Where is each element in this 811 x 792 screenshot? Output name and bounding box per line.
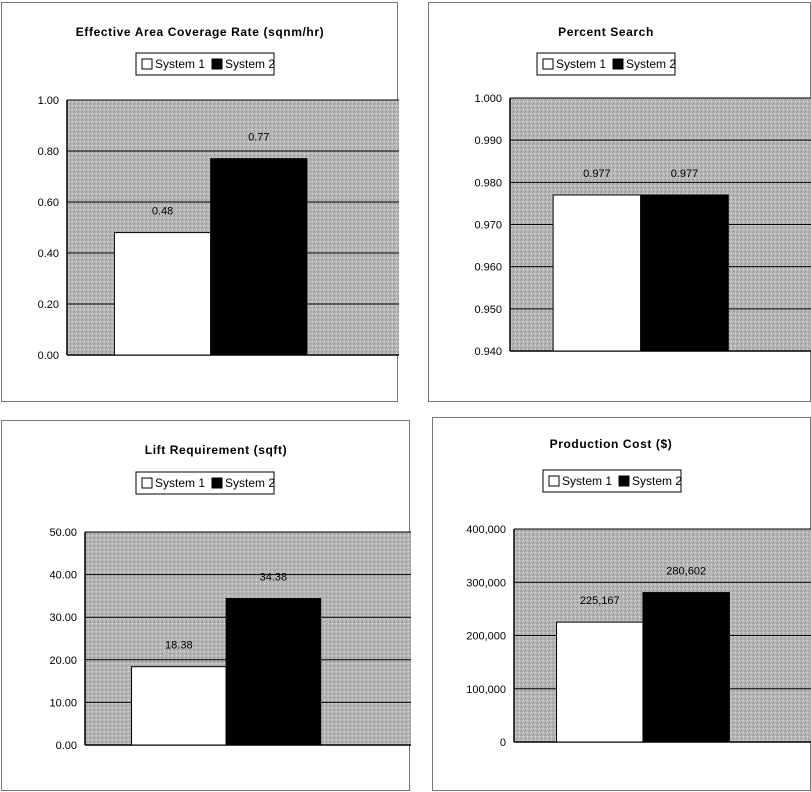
bar-system-1 — [113, 232, 212, 356]
data-label-system-2: 34.38 — [260, 572, 288, 584]
y-tick-label: 200,000 — [466, 631, 506, 643]
legend: System 1 System 2 — [135, 471, 275, 495]
legend-swatch-2 — [618, 475, 630, 487]
y-tick-label: 50.00 — [49, 527, 77, 539]
y-tick-label: 40.00 — [49, 570, 77, 582]
y-tick-label: 10.00 — [49, 697, 77, 709]
legend-swatch-2 — [612, 58, 624, 70]
bar-system-1 — [131, 666, 227, 746]
chart-title: Production Cost ($) — [550, 437, 673, 451]
y-tick-label: 0.20 — [38, 299, 59, 311]
legend-label-1: System 1 — [155, 476, 205, 490]
legend-swatch-1 — [542, 58, 554, 70]
chart-panel-production-cost: Production Cost ($) System 1 System 2 0 100… — [432, 417, 811, 791]
y-tick-label: 100,000 — [466, 684, 506, 696]
legend: System 1 System 2 — [542, 469, 682, 493]
legend-swatch-1 — [548, 475, 560, 487]
chart-lift-requirement: Lift Requirement (sqft) System 1 System 2… — [49, 443, 411, 752]
legend-label-2: System 2 — [225, 476, 275, 490]
y-tick-label: 400,000 — [466, 524, 506, 536]
legend-label-2: System 2 — [626, 57, 676, 71]
chart-percent-search: Percent Search System 1 System 2 0.940 0.95… — [474, 25, 811, 358]
legend-label-1: System 1 — [556, 57, 606, 71]
y-tick-label: 0.80 — [38, 146, 59, 158]
chart-title: Percent Search — [558, 25, 654, 39]
bar-system-2 — [225, 598, 322, 746]
chart-title: Lift Requirement (sqft) — [145, 443, 287, 457]
y-tick-label: 0.40 — [38, 248, 59, 260]
chart-title: Effective Area Coverage Rate (sqnm/hr) — [76, 25, 324, 39]
y-tick-label: 0.990 — [474, 135, 502, 147]
bar-system-1 — [556, 621, 644, 743]
bar-system-2 — [640, 194, 729, 352]
legend-swatch-1 — [141, 58, 153, 70]
data-label-system-1: 0.977 — [583, 168, 611, 180]
data-label-system-1: 0.48 — [152, 206, 173, 218]
chart-coverage-rate: Effective Area Coverage Rate (sqnm/hr) S… — [38, 25, 399, 362]
y-tick-label: 0.980 — [474, 177, 502, 189]
legend: System 1 System 2 — [536, 52, 676, 76]
legend-box — [536, 52, 676, 76]
legend-label-2: System 2 — [632, 474, 682, 488]
y-tick-label: 0.940 — [474, 346, 502, 358]
chart-panel-percent-search: Percent Search System 1 System 2 0.940 0.95… — [428, 2, 811, 402]
bar-system-2 — [642, 592, 730, 743]
data-label-system-1: 18.38 — [165, 640, 193, 652]
legend-box — [135, 52, 275, 76]
y-tick-label: 0.970 — [474, 220, 502, 232]
y-tick-label: 1.000 — [474, 93, 502, 105]
legend-box — [542, 469, 682, 493]
y-tick-label: 0.950 — [474, 304, 502, 316]
y-tick-label: 0.60 — [38, 197, 59, 209]
y-tick-label: 300,000 — [466, 577, 506, 589]
data-label-system-1: 225,167 — [580, 595, 620, 607]
legend-box — [135, 471, 275, 495]
y-tick-label: 0.00 — [56, 740, 77, 752]
y-tick-label: 20.00 — [49, 655, 77, 667]
y-tick-label: 0.00 — [38, 350, 59, 362]
legend-label-1: System 1 — [562, 474, 612, 488]
chart-panel-coverage-rate: Effective Area Coverage Rate (sqnm/hr) S… — [1, 2, 399, 402]
y-tick-label: 1.00 — [38, 95, 59, 107]
data-label-system-2: 280,602 — [666, 566, 706, 578]
data-label-system-2: 0.977 — [671, 168, 699, 180]
bar-system-1 — [552, 194, 642, 352]
legend-label-2: System 2 — [225, 57, 275, 71]
bar-system-2 — [210, 158, 308, 356]
chart-panel-lift-requirement: Lift Requirement (sqft) System 1 System 2… — [1, 420, 411, 791]
legend-label-1: System 1 — [155, 57, 205, 71]
legend-swatch-1 — [141, 477, 153, 489]
y-tick-label: 0 — [500, 737, 506, 749]
y-tick-label: 0.960 — [474, 262, 502, 274]
legend: System 1 System 2 — [135, 52, 275, 76]
legend-swatch-2 — [211, 477, 223, 489]
y-tick-label: 30.00 — [49, 612, 77, 624]
data-label-system-2: 0.77 — [248, 132, 269, 144]
legend-swatch-2 — [211, 58, 223, 70]
chart-production-cost: Production Cost ($) System 1 System 2 0 100… — [466, 437, 811, 749]
